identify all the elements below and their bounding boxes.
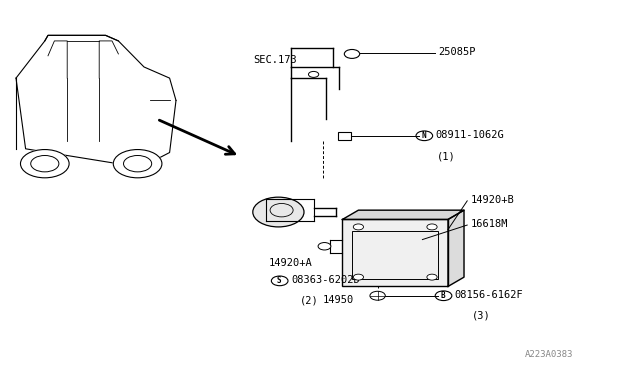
Text: 14950: 14950 xyxy=(323,295,355,305)
Circle shape xyxy=(113,150,162,178)
Text: 08911-1062G: 08911-1062G xyxy=(435,130,504,140)
Text: (1): (1) xyxy=(437,152,456,162)
Circle shape xyxy=(416,131,433,141)
Bar xyxy=(342,219,448,286)
Circle shape xyxy=(271,276,288,286)
Text: 08156-6162F: 08156-6162F xyxy=(454,290,523,300)
Circle shape xyxy=(318,243,331,250)
Text: 25085P: 25085P xyxy=(438,47,476,57)
Polygon shape xyxy=(342,210,464,219)
Text: 14920+B: 14920+B xyxy=(470,195,514,205)
Text: 16618M: 16618M xyxy=(470,219,508,229)
Bar xyxy=(338,132,351,140)
Circle shape xyxy=(20,150,69,178)
Circle shape xyxy=(427,224,437,230)
Circle shape xyxy=(353,224,364,230)
Text: B: B xyxy=(441,291,445,299)
Text: SEC.173: SEC.173 xyxy=(253,55,296,65)
Text: 14920+A: 14920+A xyxy=(269,258,312,268)
Polygon shape xyxy=(448,210,464,286)
Circle shape xyxy=(253,197,304,227)
Text: 08363-6202D: 08363-6202D xyxy=(291,275,360,285)
Text: A223A0383: A223A0383 xyxy=(525,350,573,359)
Text: (3): (3) xyxy=(472,310,491,320)
Text: N: N xyxy=(422,131,426,140)
Circle shape xyxy=(353,274,364,280)
Circle shape xyxy=(435,291,452,301)
Text: (2): (2) xyxy=(300,295,318,305)
Text: S: S xyxy=(276,276,281,285)
Bar xyxy=(352,231,438,279)
Circle shape xyxy=(344,49,360,58)
Circle shape xyxy=(370,291,385,300)
Circle shape xyxy=(427,274,437,280)
